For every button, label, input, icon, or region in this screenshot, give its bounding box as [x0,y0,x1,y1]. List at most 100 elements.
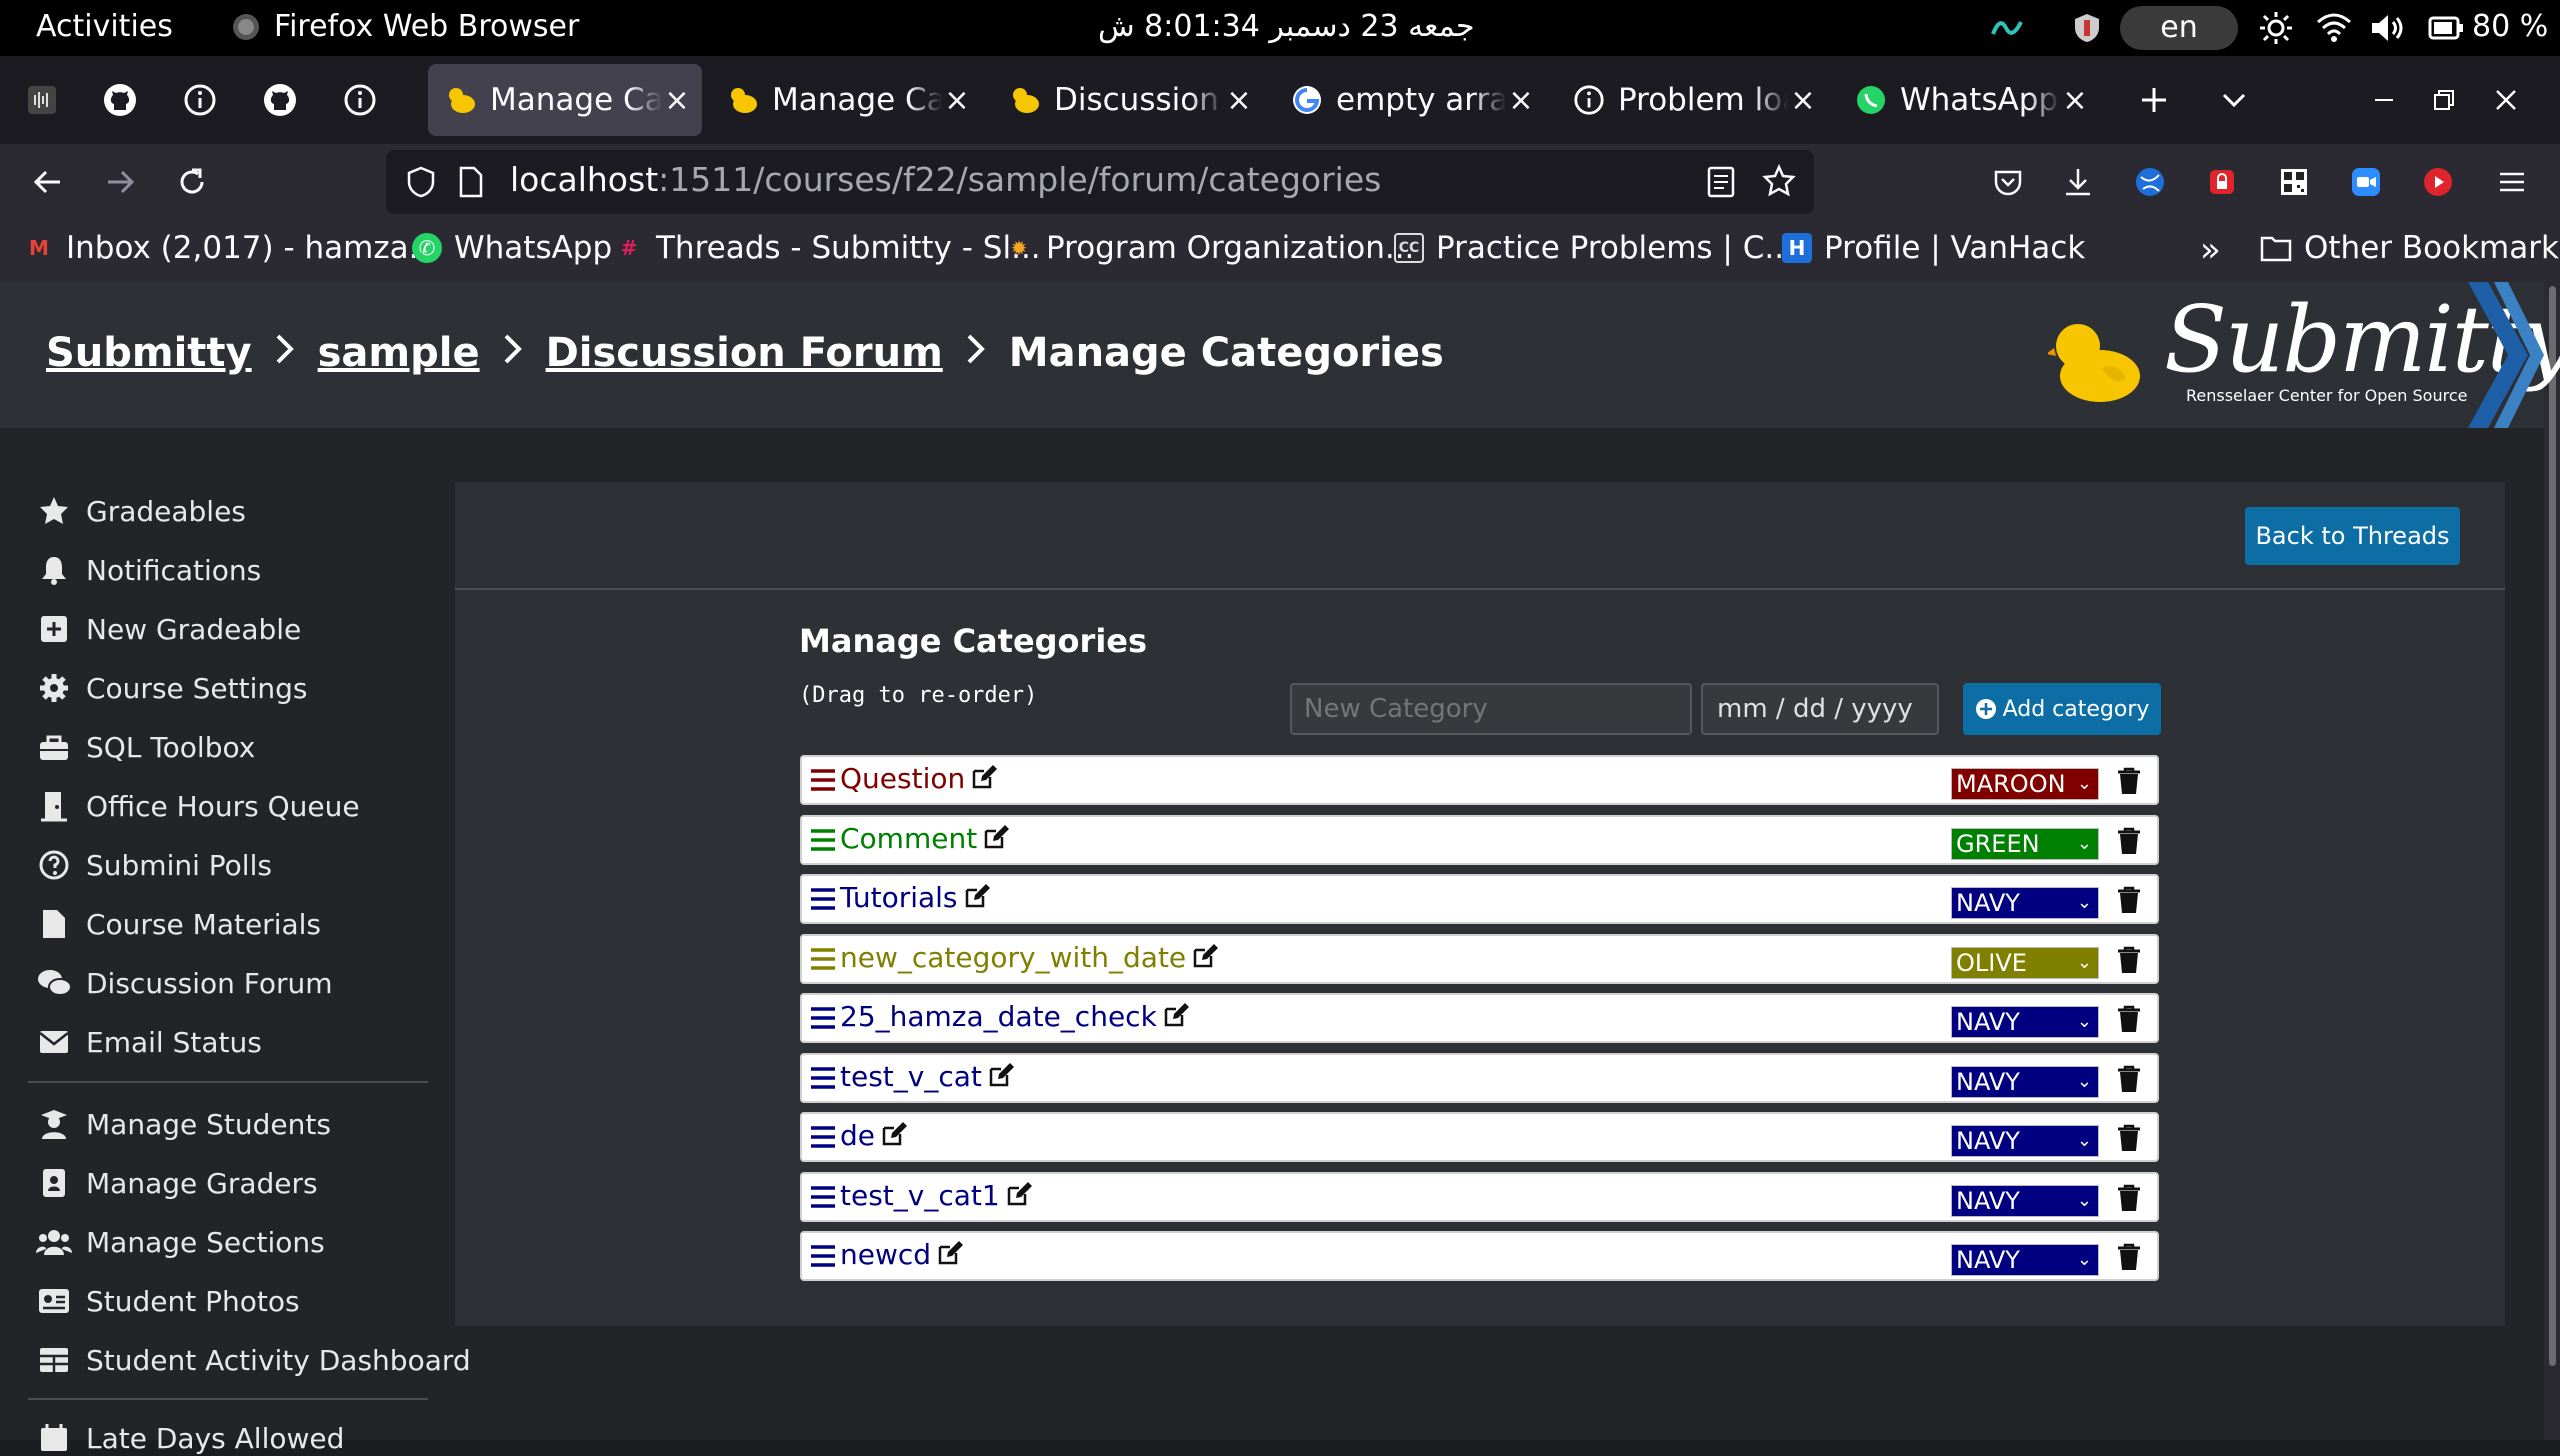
pinned-tab-github[interactable] [96,76,144,124]
sidebar-item-course-settings[interactable]: Course Settings [36,670,308,706]
sidebar-item-office-hours-queue[interactable]: Office Hours Queue [36,788,360,824]
edit-icon[interactable] [983,824,1010,850]
sidebar-item-course-materials[interactable]: Course Materials [36,906,321,942]
new-tab-button[interactable] [2130,76,2178,124]
extension-zoom-button[interactable] [2342,158,2390,206]
url-text[interactable]: localhost:1511/courses/f22/sample/forum/… [510,160,1381,199]
sidebar-item-late-days-allowed[interactable]: Late Days Allowed [36,1420,344,1456]
bookmark-whatsapp[interactable]: ✆ WhatsApp [412,230,612,266]
close-tab-icon[interactable]: × [664,82,690,118]
page-icon[interactable] [458,166,484,198]
scrollbar-thumb[interactable] [2549,286,2556,1366]
drag-handle-icon[interactable] [809,1003,837,1033]
tab-problem-loading[interactable]: Problem loading page × [1556,64,1828,136]
tab-manage-categories[interactable]: Manage Categories × [710,64,982,136]
edit-icon[interactable] [1163,1002,1189,1028]
breadcrumb-link-submitty[interactable]: Submitty [46,330,252,376]
bookmark-gmail[interactable]: M Inbox (2,017) - hamza... [24,230,438,266]
category-color-select[interactable]: GREEN ⌄ [1951,827,2099,860]
edit-icon[interactable] [1192,943,1219,969]
extension-youtube-button[interactable] [2414,158,2462,206]
forward-button[interactable] [96,158,144,206]
extension-globe-button[interactable] [2126,158,2174,206]
category-color-select[interactable]: MAROON ⌄ [1951,768,2099,800]
close-window-button[interactable] [2482,76,2530,124]
category-color-select[interactable]: NAVY ⌄ [1951,1065,2099,1098]
bookmark-practice-problems[interactable]: CC Practice Problems | C... [1394,230,1794,266]
bookmark-star-icon[interactable] [1762,164,1796,198]
category-row[interactable]: Question MAROON ⌄ [800,755,2159,805]
drag-handle-icon[interactable] [809,1063,837,1093]
pinned-tab-info-2[interactable] [336,76,384,124]
sidebar-item-manage-sections[interactable]: Manage Sections [36,1224,325,1260]
category-row[interactable]: newcd NAVY ⌄ [800,1231,2159,1281]
minimize-button[interactable] [2360,76,2408,124]
category-color-select[interactable]: NAVY ⌄ [1951,1006,2099,1038]
sidebar-item-student-photos[interactable]: Student Photos [36,1283,300,1319]
trash-icon[interactable] [2117,1065,2141,1093]
sidebar-item-submini-polls[interactable]: Submini Polls [36,847,272,883]
category-color-select[interactable]: OLIVE ⌄ [1951,946,2099,979]
drag-handle-icon[interactable] [809,1241,837,1271]
drag-handle-icon[interactable] [809,825,837,855]
extension-qr-button[interactable] [2270,158,2318,206]
reader-view-icon[interactable] [1706,166,1736,198]
sidebar-item-sql-toolbox[interactable]: SQL Toolbox [36,729,255,765]
close-tab-icon[interactable]: × [1226,82,1252,118]
other-bookmarks-folder[interactable]: Other Bookmarks [2260,230,2560,266]
pinned-tab-info[interactable] [176,76,224,124]
url-bar[interactable]: localhost:1511/courses/f22/sample/forum/… [386,150,1814,214]
back-to-threads-button[interactable]: Back to Threads [2245,507,2460,565]
shield-icon[interactable] [2072,12,2102,44]
category-color-select[interactable]: NAVY ⌄ [1951,1184,2099,1217]
pinned-tab-audio[interactable] [18,76,66,124]
category-row[interactable]: de NAVY ⌄ [800,1112,2159,1162]
breadcrumb-link-course[interactable]: sample [317,330,480,376]
bookmark-program-organization[interactable]: ✹ Program Organization... [1004,230,1415,266]
tab-discussion-forum[interactable]: Discussion Forum × [992,64,1264,136]
edit-icon[interactable] [971,764,998,790]
sidebar-item-manage-students[interactable]: Manage Students [36,1106,331,1142]
restore-button[interactable] [2420,76,2468,124]
downloads-button[interactable] [2054,158,2102,206]
tab-whatsapp[interactable]: WhatsApp × [1838,64,2100,136]
app-menu-button[interactable] [2488,158,2536,206]
sidebar-item-student-activity-dashboard[interactable]: Student Activity Dashboard [36,1342,471,1378]
trash-icon[interactable] [2117,1243,2141,1271]
category-row[interactable]: 25_hamza_date_check NAVY ⌄ [800,993,2159,1043]
tab-empty-array[interactable]: empty array × [1274,64,1546,136]
edit-icon[interactable] [937,1240,964,1266]
drag-handle-icon[interactable] [809,1122,837,1152]
drag-handle-icon[interactable] [809,884,837,914]
category-row[interactable]: test_v_cat NAVY ⌄ [800,1052,2159,1103]
trash-icon[interactable] [2117,827,2141,855]
language-indicator[interactable]: en [2120,6,2238,50]
edit-icon[interactable] [1006,1181,1032,1207]
trash-icon[interactable] [2117,946,2141,974]
tracking-shield-icon[interactable] [406,166,436,198]
add-category-button[interactable]: Add category [1963,683,2161,735]
sidebar-item-gradeables[interactable]: Gradeables [36,493,246,529]
trash-icon[interactable] [2117,886,2141,914]
category-color-select[interactable]: NAVY ⌄ [1951,887,2099,919]
trash-icon[interactable] [2117,1005,2141,1033]
activities-button[interactable]: Activities [36,9,173,44]
sidebar-item-discussion-forum[interactable]: Discussion Forum [36,965,333,1001]
sidebar-item-new-gradeable[interactable]: New Gradeable [36,611,301,647]
edit-icon[interactable] [881,1121,907,1147]
close-tab-icon[interactable]: × [1508,82,1534,118]
app-menu[interactable]: Firefox Web Browser [230,9,579,44]
extension-lock-button[interactable] [2198,158,2246,206]
category-color-select[interactable]: NAVY ⌄ [1951,1244,2099,1276]
drag-handle-icon[interactable] [809,1182,837,1212]
category-row[interactable]: new_category_with_date OLIVE ⌄ [800,933,2159,984]
category-date-input[interactable]: mm / dd / yyyy [1701,683,1939,735]
sidebar-item-email-status[interactable]: Email Status [36,1024,262,1060]
list-all-tabs-button[interactable] [2210,76,2258,124]
reload-button[interactable] [168,158,216,206]
tab-manage-categories-active[interactable]: Manage Categories × [428,64,702,136]
category-color-select[interactable]: NAVY ⌄ [1951,1125,2099,1157]
sidebar-item-manage-graders[interactable]: Manage Graders [36,1165,318,1201]
bookmark-slack[interactable]: # Threads - Submitty - Sl... [614,230,1041,266]
drag-handle-icon[interactable] [809,944,837,974]
